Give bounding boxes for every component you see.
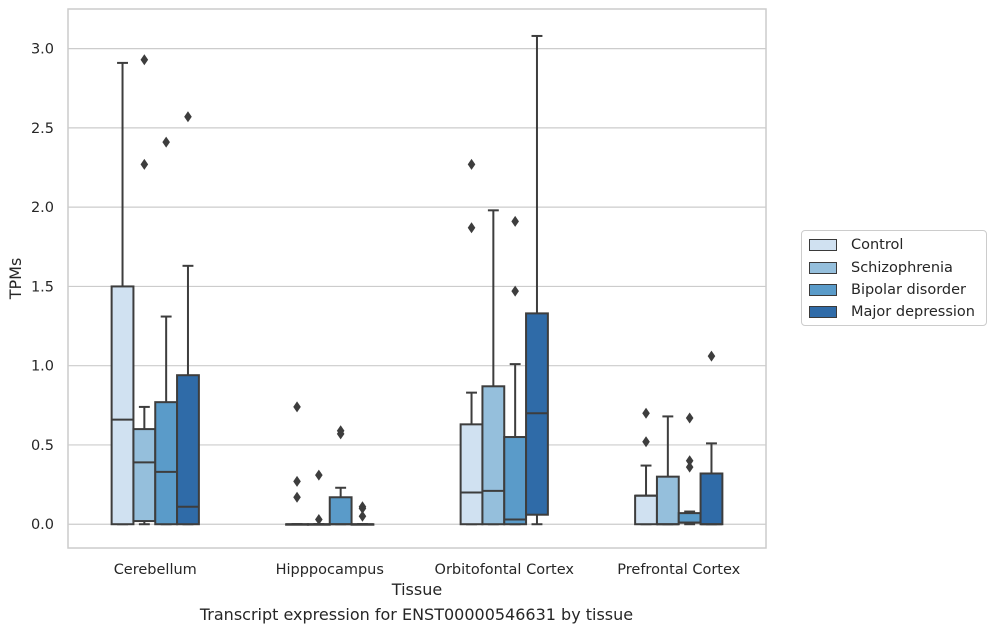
outlier-point (511, 215, 519, 227)
y-tick-label: 1.5 (31, 279, 54, 295)
y-tick-label: 0.5 (31, 438, 54, 454)
box (503, 215, 528, 526)
legend-label: Schizophrenia (851, 260, 953, 276)
box-groups (110, 34, 724, 526)
outlier-point (642, 407, 650, 419)
outlier-point (293, 401, 301, 413)
y-axis-ticks: 0.0 0.5 1.0 1.5 2.0 2.5 3.0 (31, 42, 54, 534)
legend-swatch (809, 239, 837, 251)
outlier-point (162, 136, 170, 148)
figure-caption: Transcript expression for ENST0000054663… (199, 605, 634, 624)
x-axis-ticks: Cerebellum Hipppocampus Orbitofontal Corte… (114, 562, 741, 578)
legend-swatch (809, 262, 837, 274)
outlier-point (336, 428, 345, 440)
outlier-point (467, 158, 476, 170)
x-tick-label: Hipppocampus (276, 562, 384, 578)
y-tick-label: 0.0 (31, 517, 54, 533)
box-body (699, 472, 724, 526)
x-axis-label: Tissue (391, 580, 442, 599)
box (655, 415, 680, 526)
outlier-point (642, 436, 650, 448)
y-axis-label: TPMs (6, 258, 25, 301)
outlier-point (140, 158, 149, 170)
box (285, 401, 309, 526)
plot-frame (67, 8, 767, 549)
y-tick-label: 2.5 (31, 121, 54, 137)
outlier-point (140, 54, 149, 66)
box (110, 61, 135, 526)
box-body (655, 475, 680, 526)
legend-label: Bipolar disorder (851, 282, 966, 298)
legend-item-bipolar-disorder: Bipolar disorder (809, 281, 966, 299)
box (459, 158, 484, 526)
box (481, 209, 506, 526)
box (176, 111, 200, 526)
y-tick-label: 2.0 (31, 200, 54, 216)
legend-label: Major depression (851, 304, 975, 320)
box (634, 407, 658, 526)
outlier-point (685, 412, 694, 424)
box (350, 501, 375, 526)
box-body (459, 423, 484, 526)
box-body (110, 285, 135, 526)
outlier-point (315, 469, 323, 481)
outlier-point (358, 502, 367, 514)
box (306, 469, 331, 526)
outlier-point (358, 510, 367, 522)
box-body (328, 496, 353, 526)
legend-swatch (809, 284, 837, 296)
outlier-point (707, 350, 716, 362)
outlier-point (184, 111, 192, 123)
box-body (503, 436, 528, 526)
box-body (677, 512, 702, 524)
box-body (634, 494, 658, 526)
legend-label: Control (851, 237, 904, 253)
outlier-point (511, 285, 519, 297)
box-body (176, 374, 200, 526)
legend-item-major-depression: Major depression (809, 303, 975, 321)
legend-item-schizophrenia: Schizophrenia (809, 259, 953, 277)
y-tick-label: 3.0 (31, 42, 54, 58)
legend-item-control: Control (809, 236, 903, 254)
box (154, 136, 179, 526)
outlier-point (315, 513, 323, 525)
x-tick-label: Prefrontal Cortex (617, 562, 740, 578)
outlier-point (293, 491, 301, 503)
box-body (154, 401, 179, 526)
box (699, 350, 724, 526)
box-body (132, 428, 157, 523)
box (328, 425, 353, 526)
box (525, 34, 549, 526)
legend-swatch (809, 306, 837, 318)
box (132, 54, 157, 526)
legend: Control Schizophrenia Bipolar disorder M… (801, 230, 987, 326)
x-tick-label: Orbitofontal Cortex (435, 562, 575, 578)
y-tick-label: 1.0 (31, 359, 54, 375)
box (677, 412, 702, 526)
outlier-point (685, 455, 694, 467)
outlier-point (467, 222, 476, 234)
outlier-point (685, 461, 694, 473)
x-tick-label: Cerebellum (114, 562, 197, 578)
box-body (481, 385, 506, 526)
outlier-point (293, 475, 301, 487)
